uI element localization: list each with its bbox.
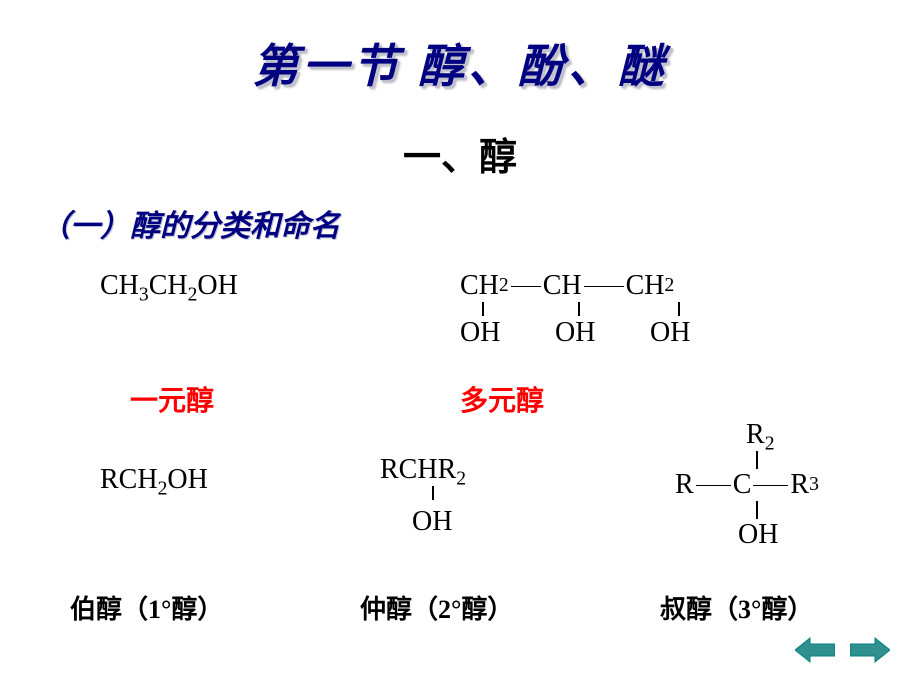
label-secondary-degree: 仲醇（2°醇） [360,589,660,626]
formula-primary-alcohol: RCH2OH [100,464,380,501]
subtitle: 一、醇 [40,126,880,181]
label-mono-alcohol: 一元醇 [130,379,460,419]
prev-button[interactable] [795,635,835,670]
degree-labels: 伯醇（1°醇） 仲醇（2°醇） 叔醇（3°醇） [40,589,880,626]
formula-secondary-alcohol: RCHR2 OH [380,454,660,538]
classification-labels: 一元醇 多元醇 [40,379,880,419]
section-heading: （一）醇的分类和命名 [40,201,880,245]
arrow-right-icon [850,635,890,665]
label-tertiary-degree: 叔醇（3°醇） [660,589,813,626]
slide-container: 第一节 醇、酚、醚 一、醇 （一）醇的分类和命名 CH3CH2OH CH2CHC… [0,0,920,690]
formula-row-1: CH3CH2OH CH2CHCH2 OH OH OH [40,270,880,349]
label-poly-alcohol: 多元醇 [460,379,544,419]
formula-glycerol: CH2CHCH2 OH OH OH [460,270,690,349]
arrow-left-icon [795,635,835,665]
next-button[interactable] [850,635,890,670]
formula-row-2: RCH2OH RCHR2 OH R2 R C R3 [40,439,880,569]
nav-arrows [795,635,890,670]
formula-ethanol: CH3CH2OH [100,270,460,349]
label-primary-degree: 伯醇（1°醇） [70,589,360,626]
formula-tertiary-alcohol: R2 R C R3 OH [660,439,860,569]
main-title: 第一节 醇、酚、醚 [40,30,880,96]
